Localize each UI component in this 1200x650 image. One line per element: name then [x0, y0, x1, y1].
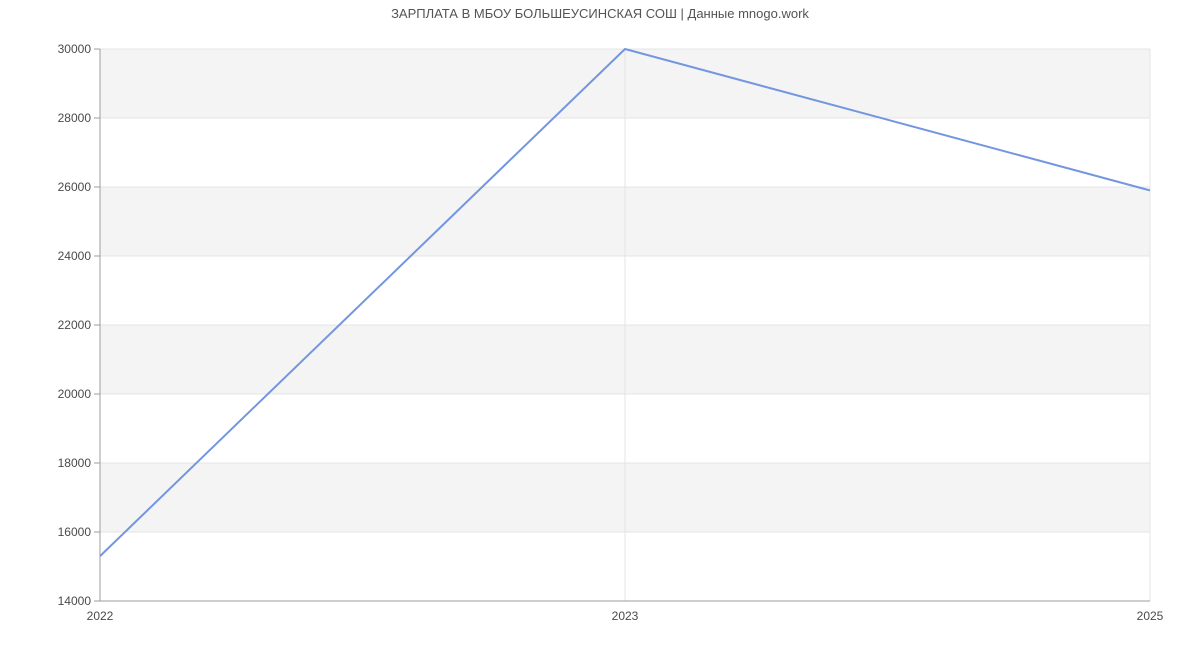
- y-tick-label: 30000: [58, 42, 92, 56]
- y-tick-label: 24000: [58, 249, 92, 263]
- y-tick-label: 16000: [58, 525, 92, 539]
- x-tick-label: 2025: [1137, 609, 1164, 623]
- y-tick-label: 14000: [58, 594, 92, 608]
- x-tick-label: 2022: [87, 609, 114, 623]
- y-tick-label: 22000: [58, 318, 92, 332]
- chart-title: ЗАРПЛАТА В МБОУ БОЛЬШЕУСИНСКАЯ СОШ | Дан…: [391, 6, 809, 21]
- y-tick-label: 20000: [58, 387, 92, 401]
- y-tick-label: 28000: [58, 111, 92, 125]
- salary-series-line: [99, 47, 1151, 557]
- x-tick-label: 2023: [612, 609, 639, 623]
- y-tick-label: 26000: [58, 180, 92, 194]
- y-tick-label: 18000: [58, 456, 92, 470]
